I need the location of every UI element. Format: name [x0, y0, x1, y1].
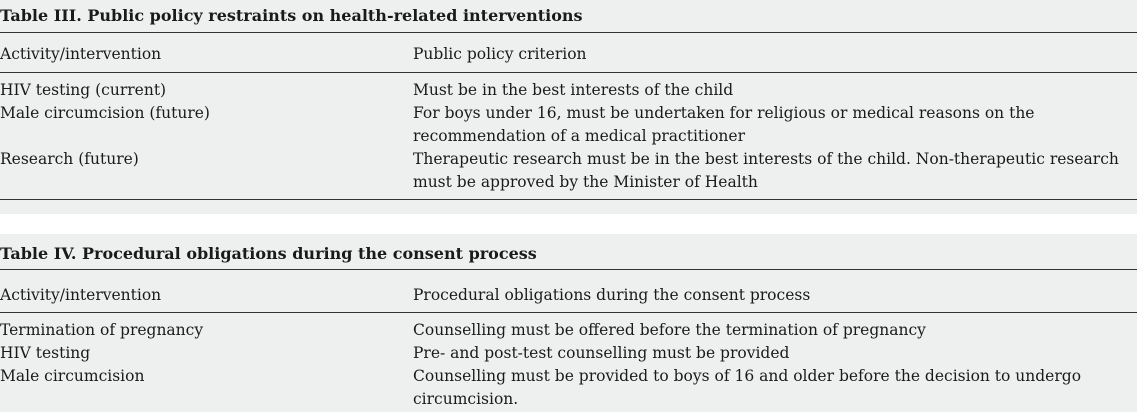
table-iii-row-criterion: recommendation of a medical practitioner — [413, 127, 745, 145]
table-iii-caption: Table III. Public policy restraints on h… — [0, 6, 583, 25]
table-iv-header-activity: Activity/intervention — [0, 286, 162, 304]
table-iv-caption: Table IV. Procedural obligations during … — [0, 244, 537, 263]
table-iv-header-obligation: Procedural obligations during the consen… — [413, 286, 811, 304]
table-iii-row-criterion: Therapeutic research must be in the best… — [413, 150, 1119, 168]
table-iv-top-rule — [0, 269, 1137, 270]
table-iii-row-criterion: Must be in the best interests of the chi… — [413, 81, 734, 99]
table-iv-header-rule — [0, 312, 1137, 313]
table-iii-row-activity: HIV testing (current) — [0, 81, 167, 99]
table-iii-top-rule — [0, 32, 1137, 33]
table-iii-header-activity: Activity/intervention — [0, 45, 162, 63]
table-iv-row-activity: Termination of pregnancy — [0, 321, 204, 339]
table-iii: Table III. Public policy restraints on h… — [0, 0, 1137, 214]
table-iii-row-activity: Male circumcision (future) — [0, 104, 210, 122]
table-iii-header-rule — [0, 72, 1137, 73]
table-iv-row-obligation: Pre- and post-test counselling must be p… — [413, 344, 790, 362]
table-iii-row-criterion: For boys under 16, must be undertaken fo… — [413, 104, 1035, 122]
table-iv-row-obligation: Counselling must be offered before the t… — [413, 321, 926, 339]
table-iv-row-activity: Male circumcision — [0, 367, 145, 385]
table-iv-row-activity: HIV testing — [0, 344, 91, 362]
table-iii-row-activity: Research (future) — [0, 150, 139, 168]
table-iv-row-obligation: Counselling must be provided to boys of … — [413, 367, 1082, 385]
table-iii-header-criterion: Public policy criterion — [413, 45, 587, 63]
table-iii-bottom-rule — [0, 199, 1137, 200]
table-iii-row-criterion: must be approved by the Minister of Heal… — [413, 173, 758, 191]
table-iv: Table IV. Procedural obligations during … — [0, 234, 1137, 412]
table-iv-row-obligation: circumcision. — [413, 390, 519, 408]
